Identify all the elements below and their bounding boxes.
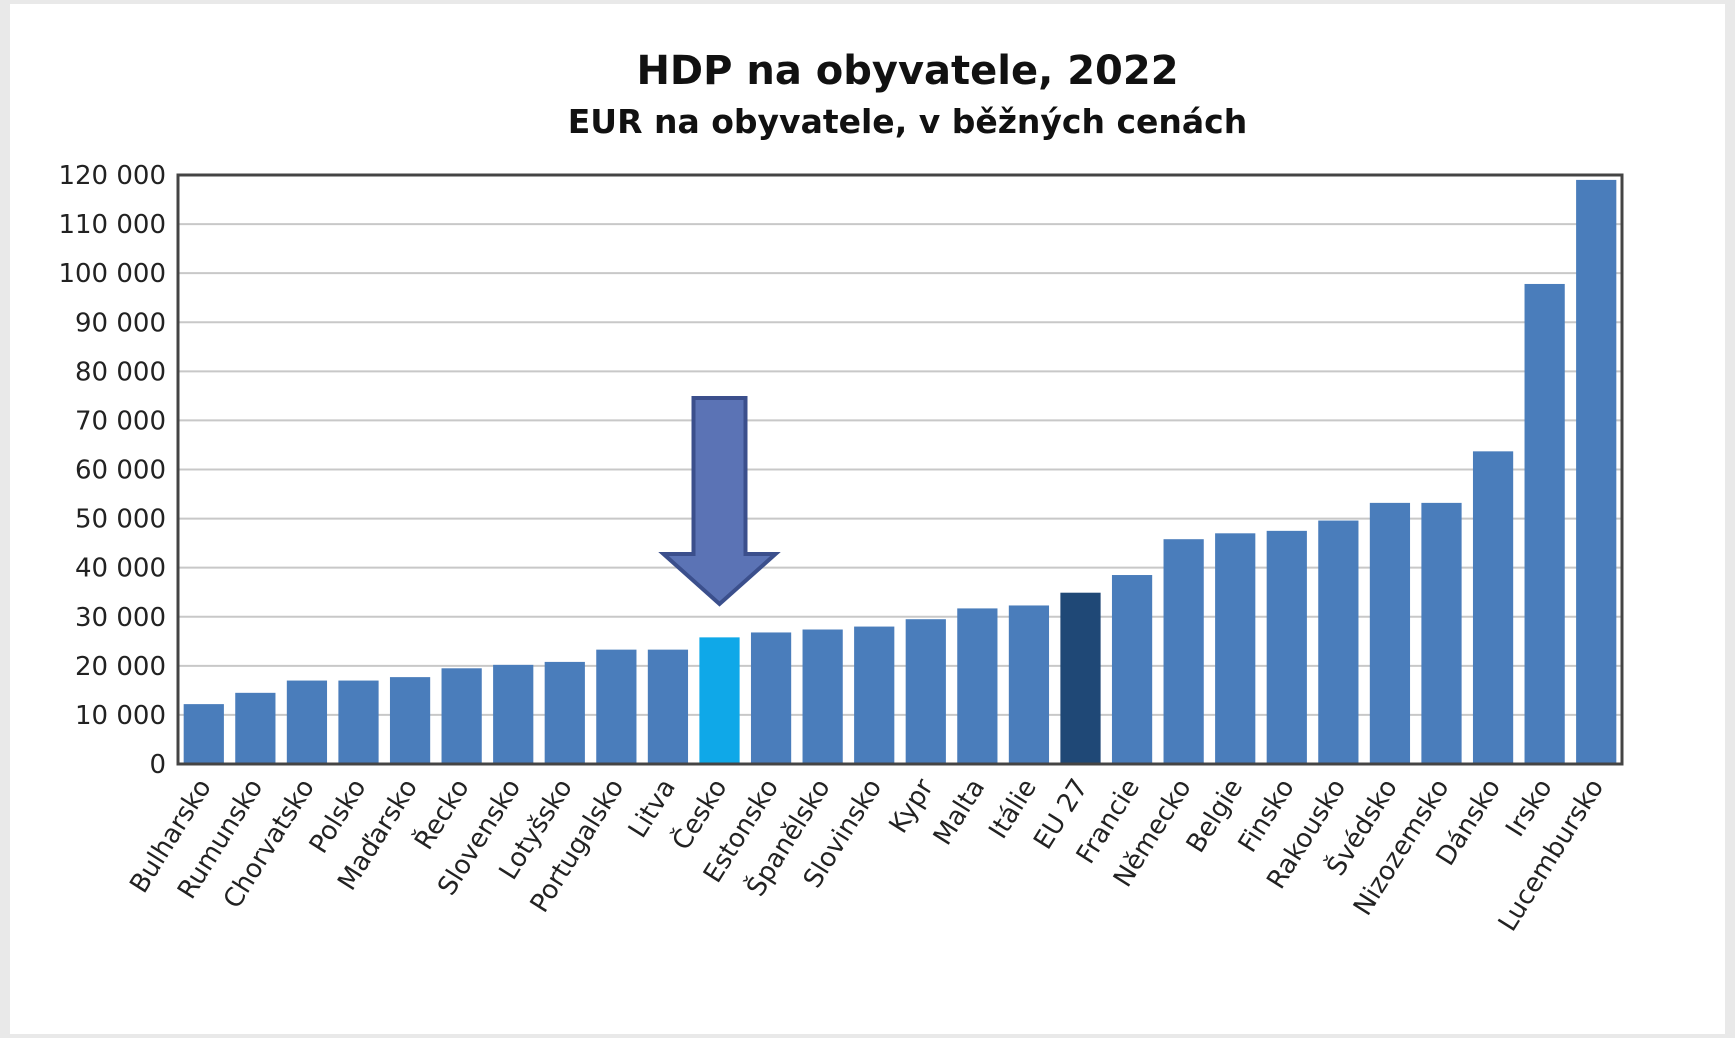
bar-Bulharsko	[183, 704, 224, 764]
y-tick-label: 0	[149, 750, 166, 780]
bar-Malta	[957, 608, 998, 764]
bar-Kypr	[905, 619, 946, 764]
down-arrow-annotation	[658, 396, 781, 607]
bar-Belgie	[1215, 533, 1256, 764]
bar-Itálie	[1008, 605, 1050, 764]
y-tick-label: 60 000	[75, 456, 166, 486]
y-tick-label: 80 000	[75, 357, 166, 387]
bar-Litva	[647, 649, 689, 764]
x-tick-label: Malta	[928, 774, 991, 851]
bar-Dánsko	[1472, 451, 1514, 764]
bar-Portugalsko	[596, 649, 637, 764]
bar-Německo	[1163, 539, 1204, 764]
x-axis: BulharskoRumunskoChorvatskoPolskoMaďarsk…	[124, 773, 1610, 937]
bar-Chorvatsko	[286, 680, 328, 764]
y-tick-label: 100 000	[58, 259, 166, 289]
bar-Finsko	[1266, 530, 1307, 764]
bar-Lotyšsko	[544, 661, 585, 764]
chart-title: HDP na obyvatele, 2022	[636, 48, 1179, 94]
bar-Rumunsko	[235, 692, 276, 764]
bar-Česko	[699, 637, 740, 764]
bar-Francie	[1111, 575, 1153, 764]
bar-Španělsko	[802, 629, 843, 764]
bar-Slovinsko	[854, 626, 895, 764]
y-tick-label: 120 000	[58, 161, 166, 191]
bar-Lucembursko	[1576, 179, 1617, 765]
plot-frame	[176, 173, 1624, 766]
y-tick-label: 30 000	[75, 603, 166, 633]
y-tick-label: 20 000	[75, 652, 166, 682]
y-tick-label: 10 000	[75, 701, 166, 731]
bar-EU 27	[1060, 592, 1101, 764]
y-tick-label: 90 000	[75, 308, 166, 338]
bar-Polsko	[338, 680, 379, 764]
bar-Rakousko	[1318, 520, 1359, 764]
bar-Řecko	[441, 668, 482, 764]
y-tick-label: 50 000	[75, 505, 166, 535]
bars	[183, 179, 1617, 765]
y-axis: 0 10 000 20 000 30 000 40 000 50 000 60 000 70 …	[58, 161, 166, 780]
bar-Maďarsko	[389, 677, 431, 764]
y-tick-label: 110 000	[58, 210, 166, 240]
y-tick-label: 70 000	[75, 406, 166, 436]
bar-Švédsko	[1369, 502, 1411, 764]
bar-Slovensko	[493, 664, 534, 764]
bar-Estonsko	[750, 632, 792, 764]
bar-Nizozemsko	[1421, 502, 1462, 764]
chart-subtitle: EUR na obyvatele, v běžných cenách	[567, 102, 1248, 141]
y-tick-label: 40 000	[75, 554, 166, 584]
bar-Irsko	[1524, 283, 1565, 764]
